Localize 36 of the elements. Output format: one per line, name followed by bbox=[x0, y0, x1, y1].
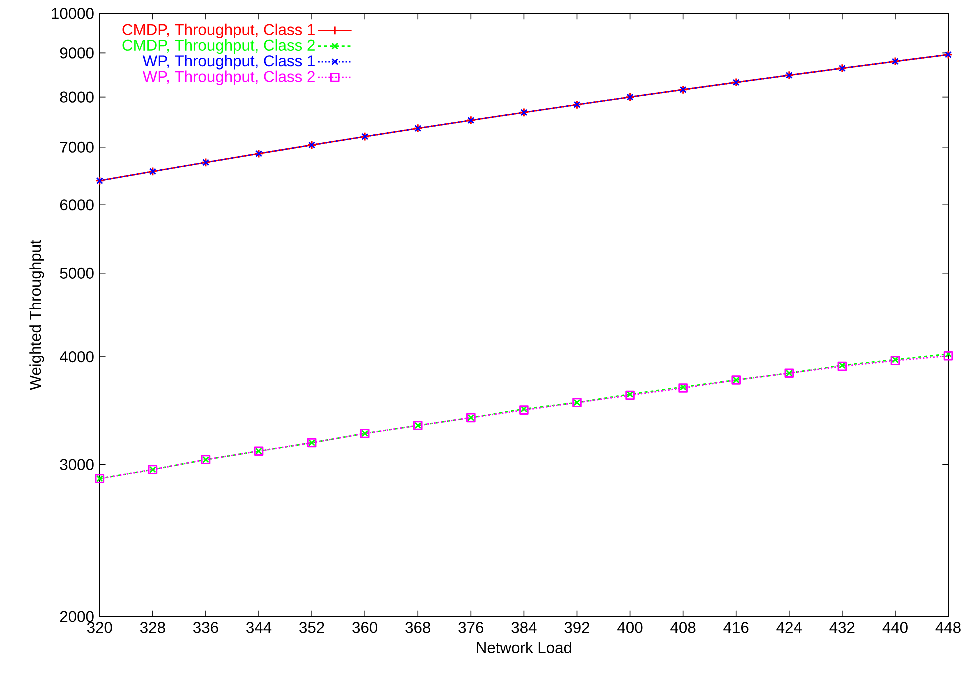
x-tick-label: 360 bbox=[352, 622, 378, 634]
x-tick-label: 352 bbox=[300, 622, 324, 634]
point bbox=[678, 384, 688, 394]
y-tick-label: 2000 bbox=[60, 611, 94, 622]
x-axis-title: Network Load bbox=[477, 642, 572, 654]
x-tick-label: 328 bbox=[140, 622, 166, 634]
legend-label: WP, Throughput, Class 1 bbox=[142, 55, 315, 70]
x-tick-label: 440 bbox=[882, 622, 908, 634]
y-tick-label: 9000 bbox=[60, 48, 94, 59]
y-tick-label: 8000 bbox=[60, 92, 94, 103]
x-tick-label: 448 bbox=[936, 622, 961, 634]
x-tick-label: 416 bbox=[724, 622, 749, 634]
x-tick-label: 432 bbox=[830, 622, 855, 634]
x-tick-label: 336 bbox=[194, 622, 218, 634]
y-axis-title: Weighted Throughput bbox=[30, 240, 44, 390]
y-tick-label: 7000 bbox=[60, 142, 94, 154]
x-tick-label: 320 bbox=[87, 622, 112, 634]
x-tick-label: 392 bbox=[564, 622, 590, 634]
y-tick-label: 5000 bbox=[60, 268, 94, 280]
x-tick-label: 400 bbox=[618, 622, 643, 634]
x-tick-label: 368 bbox=[406, 622, 431, 634]
x-tick-label: 384 bbox=[512, 622, 537, 634]
x-tick-label: 408 bbox=[670, 622, 696, 634]
x-tick-label: 424 bbox=[776, 622, 802, 634]
y-tick-label: 4000 bbox=[60, 352, 94, 363]
point bbox=[945, 350, 952, 358]
y-tick-label: 6000 bbox=[60, 200, 94, 211]
x-tick-label: 344 bbox=[246, 622, 272, 634]
point bbox=[944, 352, 954, 361]
x-tick-label: 376 bbox=[458, 622, 484, 634]
y-tick-label: 10000 bbox=[52, 8, 94, 20]
y-tick-label: 3000 bbox=[60, 459, 94, 470]
legend-label: WP, Throughput, Class 2 bbox=[142, 70, 315, 86]
legend-label: CMDP, Throughput, Class 1 bbox=[122, 24, 315, 39]
legend-label: CMDP, Throughput, Class 2 bbox=[122, 40, 315, 54]
point bbox=[520, 406, 529, 416]
